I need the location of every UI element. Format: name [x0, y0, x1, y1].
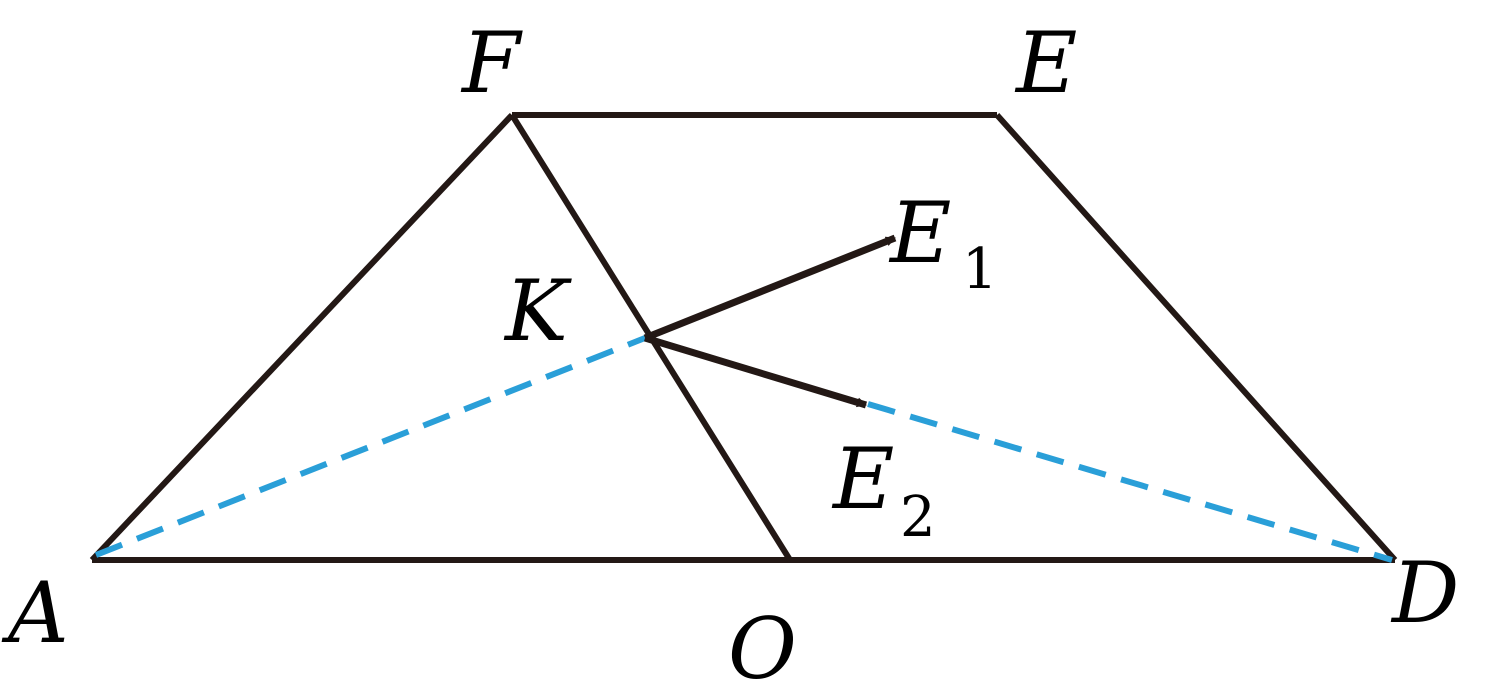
dashed-segment-a-k [94, 335, 647, 558]
point-label-e2: E [831, 430, 894, 528]
point-label-e: E [1014, 14, 1077, 112]
point-label-e1-subscript: 1 [962, 237, 998, 302]
vector-e1-arrow [643, 234, 897, 342]
point-label-d: D [1390, 544, 1459, 642]
segment-a-f [89, 112, 515, 563]
point-label-o: O [728, 600, 797, 692]
vector-e2-arrow [643, 334, 868, 409]
point-label-a: A [1, 564, 69, 662]
segment-e-d [994, 113, 1398, 562]
dashed-segment-e2-d [867, 401, 1393, 563]
point-label-e2-subscript: 2 [900, 485, 936, 550]
point-label-k: K [503, 262, 572, 360]
point-label-e1: E [888, 184, 951, 282]
point-label-f: F [460, 14, 523, 112]
